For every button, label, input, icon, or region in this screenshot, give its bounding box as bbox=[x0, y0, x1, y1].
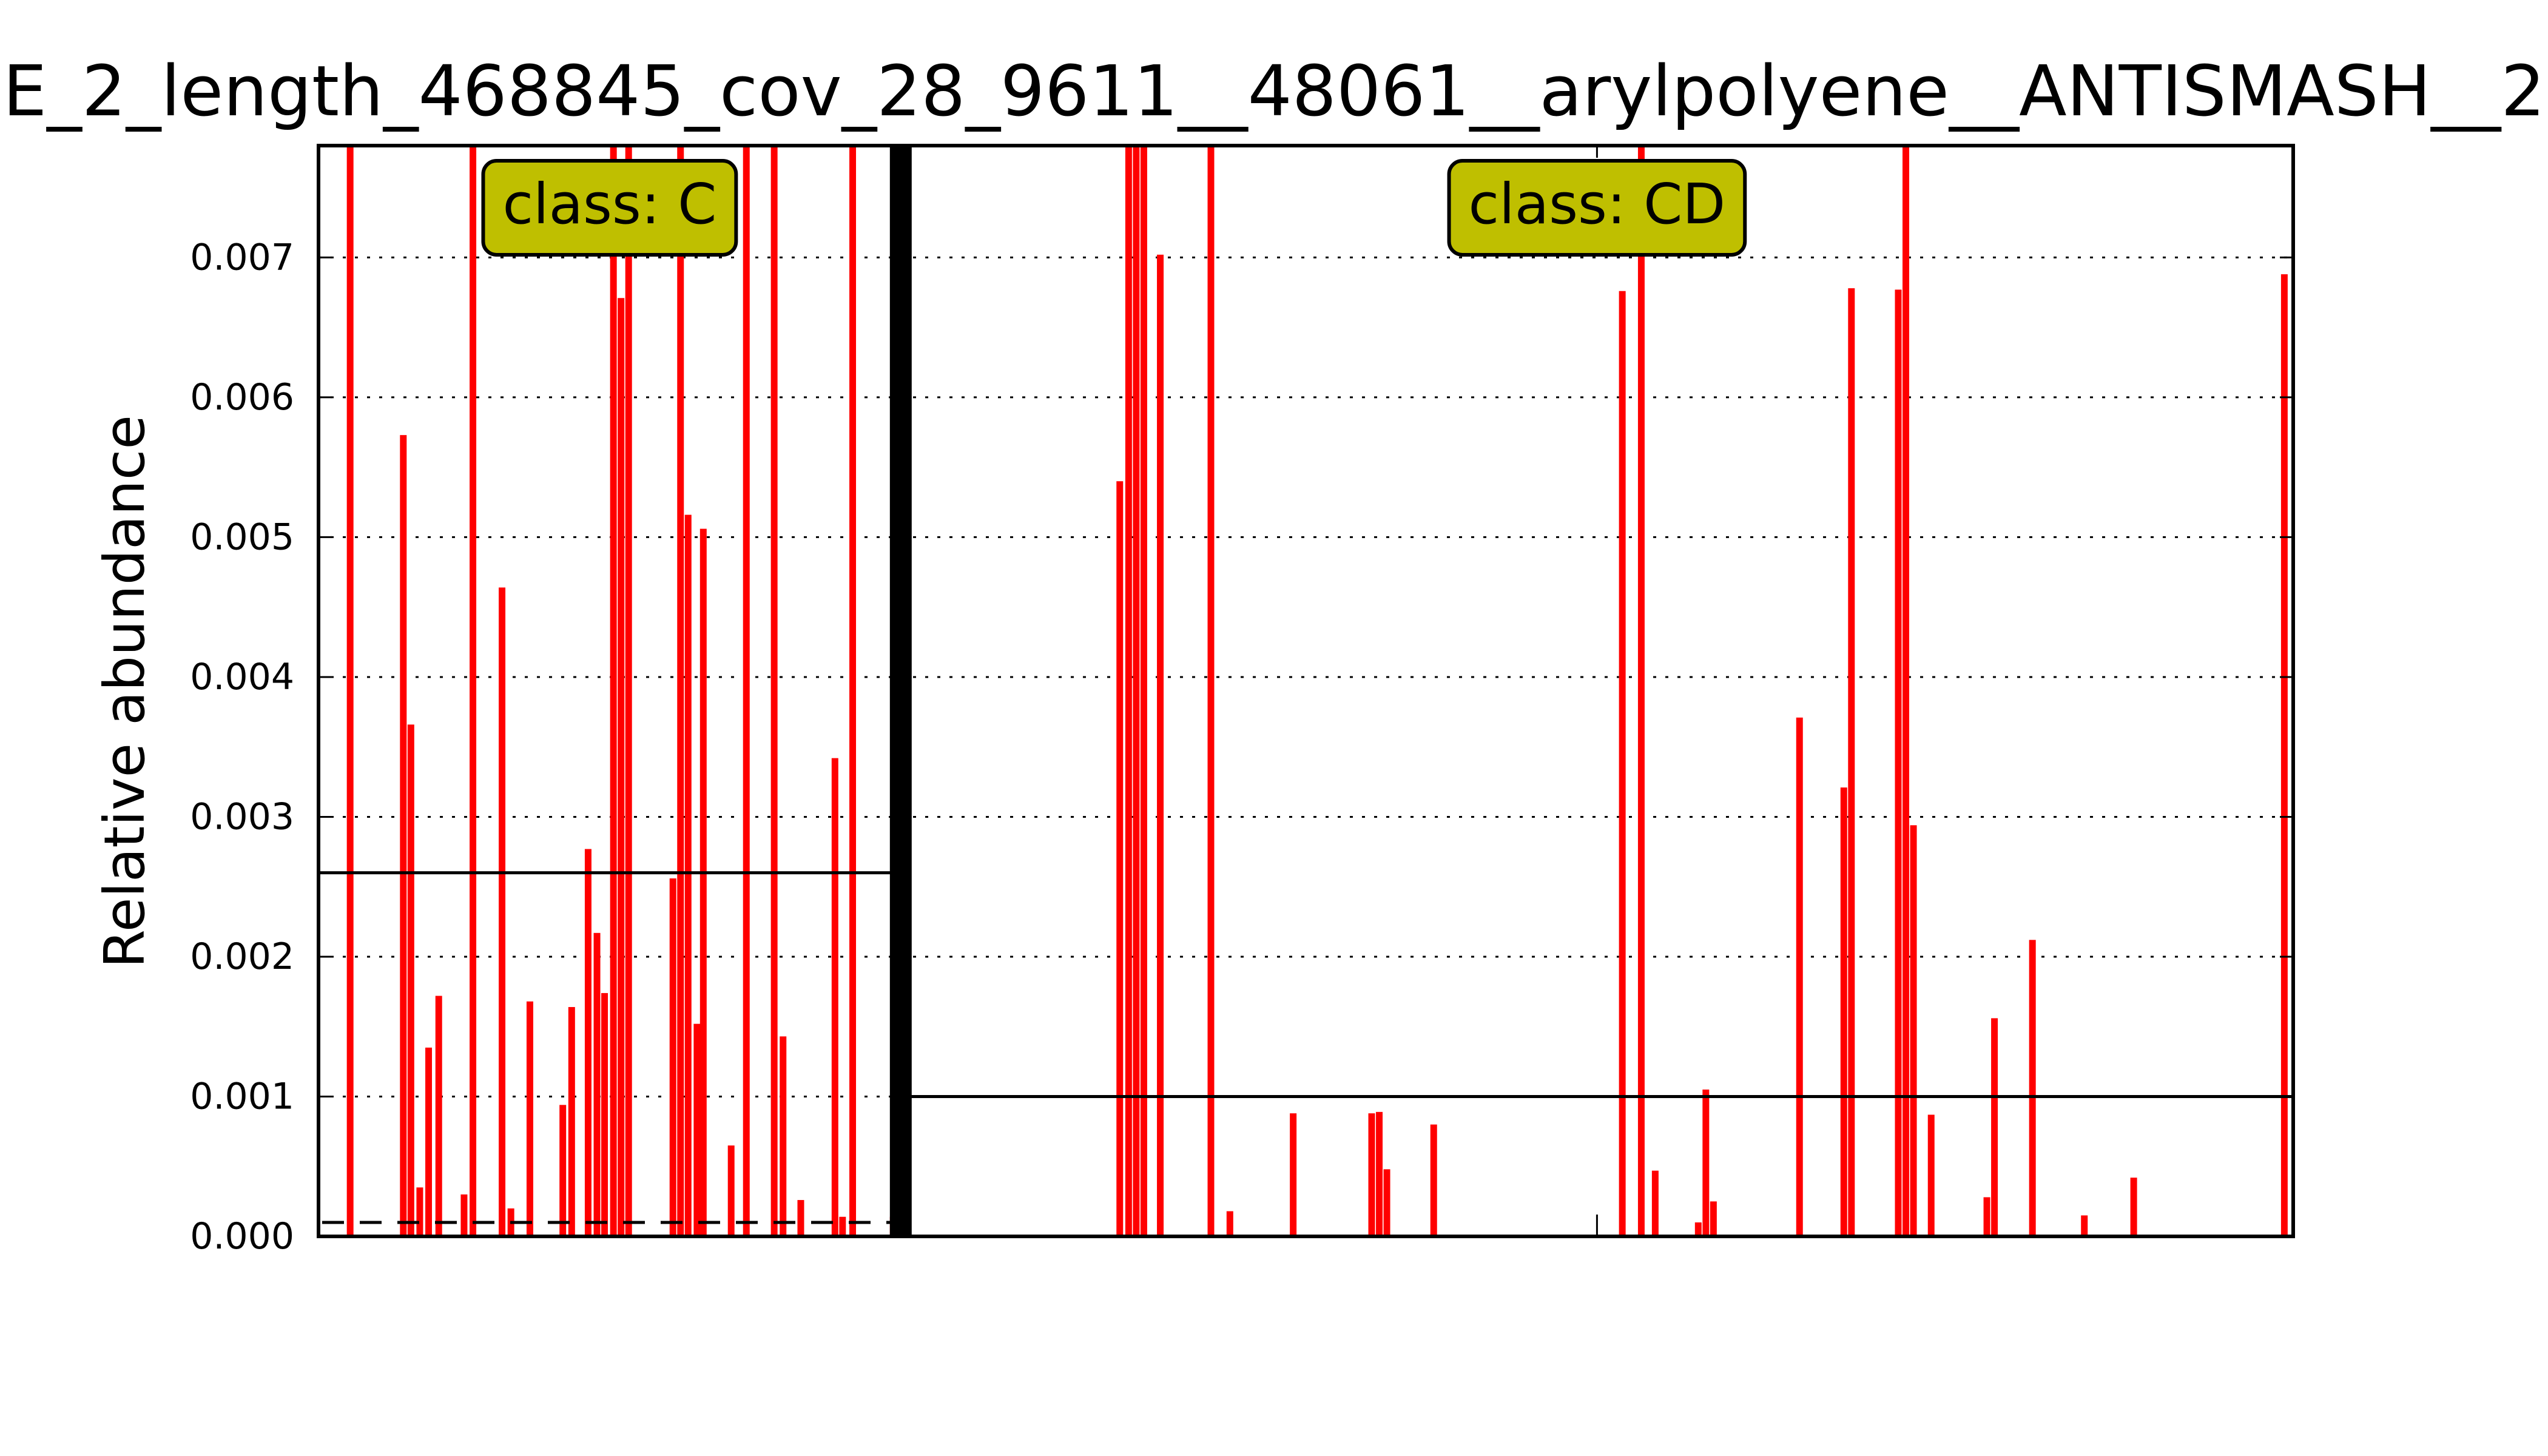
bar bbox=[1133, 146, 1140, 1236]
class-label-text: class: C bbox=[502, 172, 716, 237]
bar bbox=[849, 146, 857, 1236]
class-label-text: class: CD bbox=[1469, 172, 1726, 237]
bar bbox=[677, 146, 684, 1236]
y-tick-label: 0.007 bbox=[190, 236, 294, 278]
bar bbox=[1702, 1089, 1710, 1236]
class-label-box bbox=[481, 159, 738, 257]
y-tick-label: 0.005 bbox=[190, 516, 294, 558]
bar bbox=[1848, 288, 1855, 1237]
bar bbox=[727, 1145, 735, 1236]
bar bbox=[1651, 1170, 1659, 1236]
bar bbox=[669, 878, 676, 1236]
bar bbox=[1927, 1114, 1935, 1236]
bar bbox=[400, 435, 407, 1236]
bar bbox=[1140, 146, 1147, 1236]
bar bbox=[407, 724, 414, 1236]
y-tick-label: 0.006 bbox=[190, 376, 294, 419]
bar bbox=[1895, 289, 1902, 1236]
bar bbox=[1116, 481, 1124, 1237]
bar bbox=[460, 1194, 468, 1236]
y-tick-label: 0.002 bbox=[190, 935, 294, 978]
y-tick-label: 0.000 bbox=[190, 1215, 294, 1258]
bar bbox=[425, 1047, 433, 1236]
bar bbox=[699, 528, 707, 1236]
bar bbox=[797, 1200, 804, 1236]
bar bbox=[470, 146, 477, 1236]
bar bbox=[1368, 1113, 1375, 1236]
bar bbox=[1983, 1197, 1990, 1236]
bar bbox=[1840, 787, 1847, 1236]
bar bbox=[1619, 291, 1626, 1236]
bar bbox=[1125, 146, 1132, 1236]
y-axis-label: Relative abundance bbox=[92, 415, 157, 968]
y-gridlines bbox=[318, 256, 2293, 1097]
bar bbox=[1157, 254, 1164, 1236]
bar bbox=[1430, 1124, 1437, 1236]
bar bbox=[568, 1006, 575, 1236]
class-labels: class: C class: CD bbox=[481, 159, 1747, 257]
y-tick-label: 0.003 bbox=[190, 795, 294, 838]
bar bbox=[435, 996, 442, 1236]
y-tick-label: 0.001 bbox=[190, 1075, 294, 1117]
bar bbox=[1694, 1222, 1702, 1236]
bar bbox=[1903, 146, 1910, 1236]
class-label-box bbox=[1447, 159, 1747, 257]
y-axis: 0.000 0.001 0.002 0.003 0.004 0.005 0.006 0.007 bbox=[190, 146, 2293, 1258]
bar-series bbox=[346, 146, 2288, 1237]
bar bbox=[2081, 1215, 2088, 1236]
bar bbox=[2130, 1178, 2137, 1236]
bar bbox=[559, 1105, 567, 1236]
bar bbox=[416, 1187, 423, 1236]
bar bbox=[780, 1036, 787, 1236]
bar bbox=[618, 298, 625, 1236]
bar bbox=[610, 146, 617, 1236]
bar bbox=[1796, 717, 1803, 1236]
bar bbox=[601, 993, 608, 1236]
bar bbox=[1710, 1201, 1717, 1236]
bar bbox=[1376, 1111, 1383, 1236]
bar bbox=[1290, 1113, 1297, 1236]
bar bbox=[743, 146, 750, 1236]
bar bbox=[831, 758, 838, 1236]
plot-frame bbox=[317, 144, 2295, 1238]
y-tick-label: 0.004 bbox=[190, 656, 294, 698]
bar bbox=[346, 146, 354, 1236]
bar bbox=[584, 849, 592, 1236]
bar bbox=[1910, 825, 1917, 1236]
bar bbox=[499, 587, 506, 1236]
bar bbox=[684, 514, 692, 1236]
bar bbox=[2280, 274, 2288, 1237]
bar bbox=[770, 146, 778, 1236]
bar bbox=[839, 1216, 846, 1236]
bar bbox=[1637, 146, 1645, 1236]
bar bbox=[526, 1001, 533, 1236]
bar bbox=[1383, 1169, 1390, 1236]
chart-title: E_2_length_468845_cov_28_9611__48061__ar… bbox=[3, 51, 2546, 132]
bar bbox=[1226, 1211, 1233, 1236]
bar bbox=[1991, 1018, 1998, 1236]
bar bbox=[625, 146, 632, 1236]
bar bbox=[2029, 940, 2036, 1236]
bar bbox=[593, 932, 601, 1236]
bar bbox=[1207, 146, 1215, 1236]
reference-lines bbox=[318, 146, 2293, 1236]
bar bbox=[693, 1023, 701, 1236]
